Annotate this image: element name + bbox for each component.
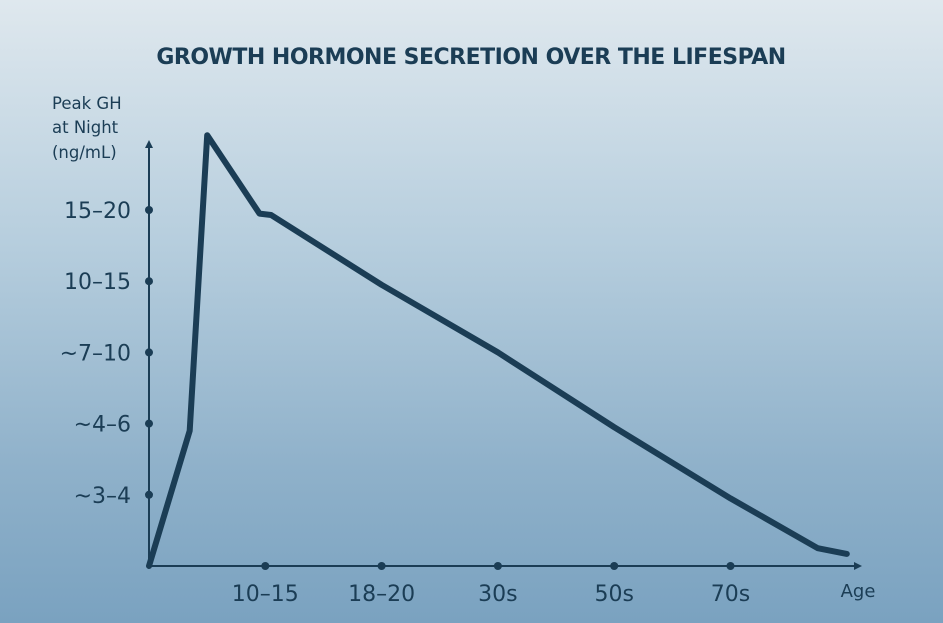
- y-tick-dot: [145, 348, 153, 357]
- x-tick-dot: [377, 562, 386, 570]
- x-ticks: 10–15 18–20 30s 50s 70s: [232, 562, 750, 607]
- y-tick-dot: [145, 490, 153, 499]
- x-tick-label: 30s: [478, 582, 517, 607]
- chart-title: GROWTH HORMONE SECRETION OVER THE LIFESP…: [156, 45, 785, 70]
- y-tick-dot: [145, 206, 153, 214]
- y-axis-label-line-2: at Night: [52, 118, 119, 137]
- y-tick-label: ~3–4: [74, 484, 131, 509]
- x-tick-label: 18–20: [348, 582, 415, 607]
- y-ticks: ~3–4 ~4–6 ~7–10 10–15 15–20: [60, 199, 153, 509]
- data-line: [146, 132, 850, 569]
- x-tick-dot: [493, 562, 502, 570]
- y-tick-label: 15–20: [64, 199, 131, 224]
- y-tick-dot: [145, 277, 153, 286]
- x-axis-label: Age: [841, 581, 876, 602]
- x-tick-label: 70s: [711, 582, 750, 607]
- y-tick-label: 10–15: [64, 270, 131, 295]
- y-tick-label: ~7–10: [60, 341, 131, 366]
- x-tick-label: 50s: [594, 582, 633, 607]
- y-tick-dot: [145, 419, 153, 428]
- x-axis-arrow: [854, 562, 862, 570]
- x-tick-dot: [726, 562, 735, 570]
- y-axis-arrow: [145, 140, 153, 148]
- x-tick-dot: [261, 562, 270, 570]
- y-axis-label-line-3: (ng/mL): [52, 143, 117, 162]
- y-axis-label-line-1: Peak GH: [52, 94, 122, 113]
- y-tick-label: ~4–6: [74, 413, 131, 438]
- x-tick-dot: [610, 562, 619, 570]
- x-tick-label: 10–15: [232, 582, 299, 607]
